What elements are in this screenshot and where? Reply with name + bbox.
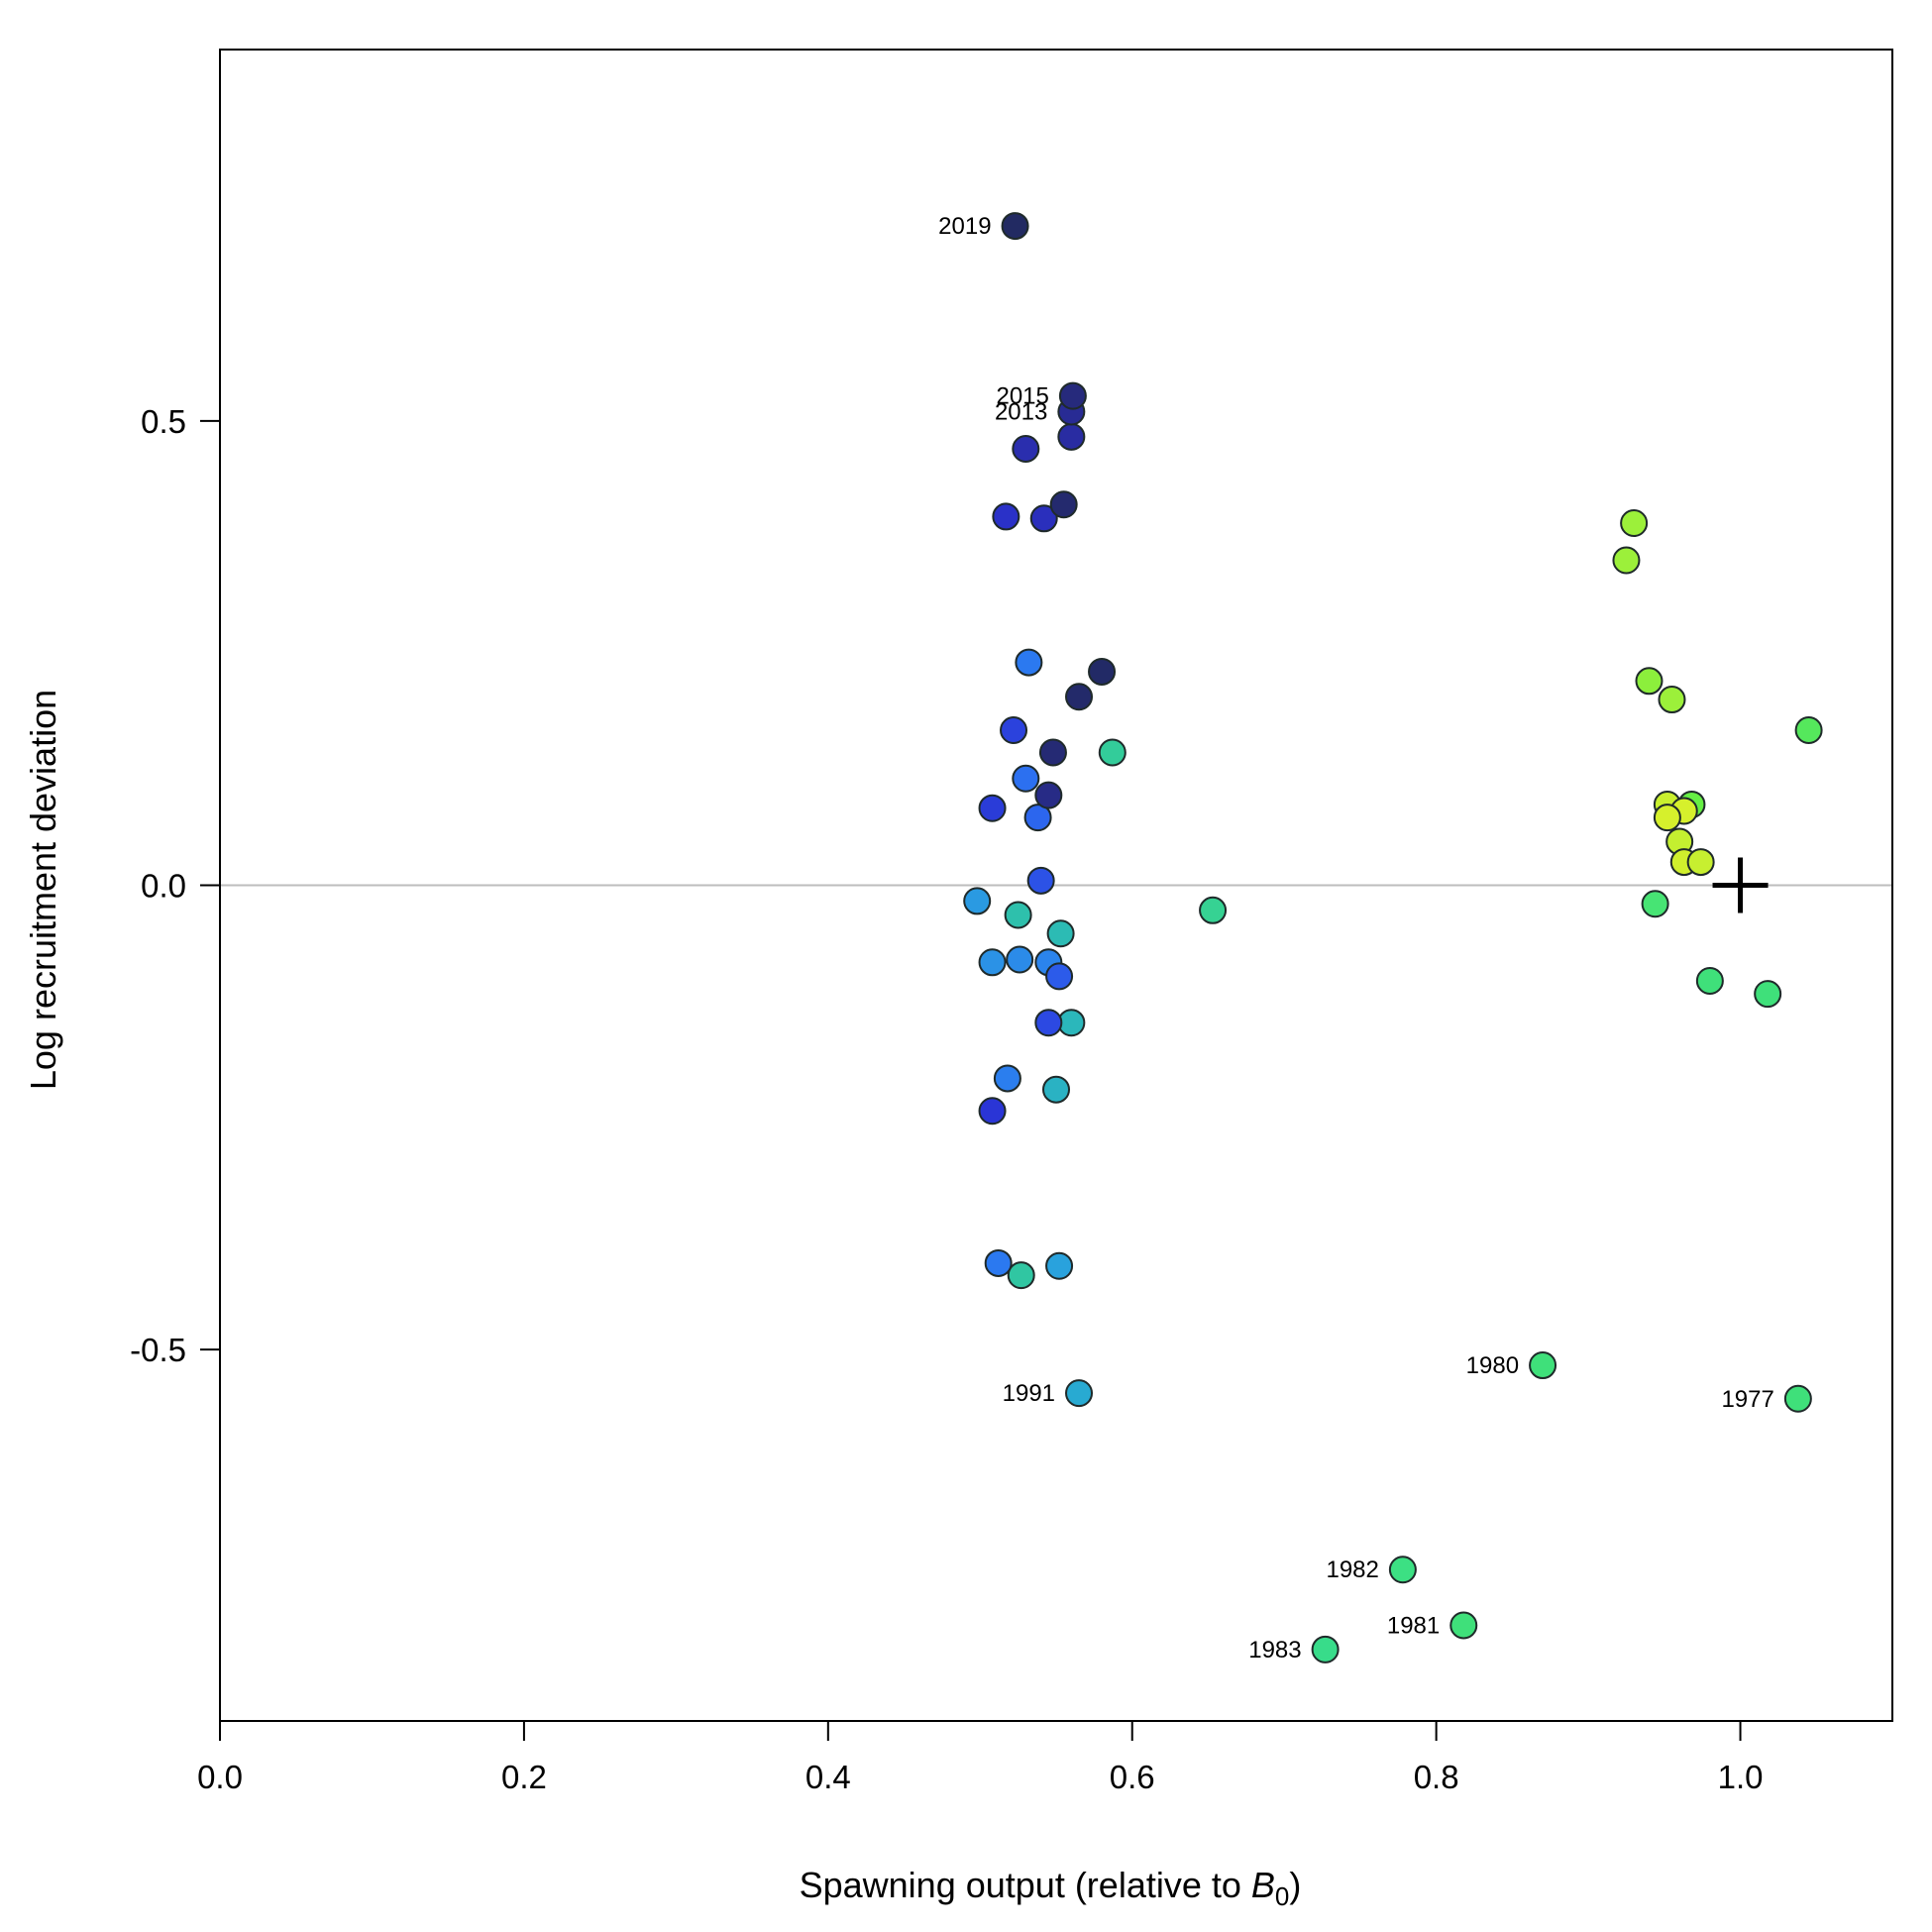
data-point [1088,657,1117,686]
data-point [1199,896,1228,924]
point-year-label: 1981 [1387,1612,1440,1639]
point-year-label: 1982 [1326,1556,1378,1583]
data-point [992,502,1020,531]
data-point [1023,804,1052,832]
x-axis-label-subscript: 0 [1275,1881,1289,1911]
x-axis-label-close: ) [1289,1865,1301,1905]
x-tick-label: 0.0 [197,1759,243,1795]
data-point [1034,1009,1063,1037]
data-point [1015,648,1043,677]
y-axis-ticks: -0.5 0.0 0.5 [130,403,220,1368]
y-tick-label: -0.5 [130,1332,186,1368]
data-point [1065,1379,1094,1408]
data-point [984,1248,1013,1277]
x-tick-label: 0.4 [805,1759,851,1795]
data-point [993,1064,1021,1093]
data-point [1065,683,1094,711]
data-point [963,887,992,915]
data-point [1004,901,1032,929]
y-tick-label: 0.5 [141,403,186,440]
point-year-label: 1980 [1466,1352,1519,1379]
point-year-label: 2013 [995,399,1047,426]
data-point [1098,738,1127,767]
data-point [1695,967,1724,996]
data-point [1057,422,1086,451]
data-point [1794,715,1823,744]
point-year-label: 1991 [1003,1380,1055,1407]
data-points [963,212,1823,1664]
data-point [1686,848,1715,877]
data-point [1049,490,1078,519]
data-point [1783,1384,1812,1413]
y-tick-label: 0.0 [141,868,186,905]
data-point [1449,1611,1478,1640]
data-point [1012,435,1040,464]
data-point [1529,1351,1557,1380]
x-axis-label: Spawning output (relative to B0) [800,1865,1302,1911]
point-year-label: 2019 [938,213,991,240]
data-point [1620,508,1649,537]
data-point [1311,1635,1340,1664]
data-point [1000,715,1028,744]
data-point [1006,945,1034,974]
x-axis-ticks: 0.0 0.2 0.4 0.6 0.8 1.0 [197,1721,1763,1795]
data-point [1042,1075,1070,1104]
data-point [1658,686,1686,714]
data-point [1026,866,1055,895]
data-point [1635,667,1664,696]
data-point [1754,980,1782,1009]
point-year-label: 2015 [996,383,1048,410]
x-axis-label-symbol: B [1251,1865,1275,1905]
data-point [1388,1556,1417,1584]
point-year-label: 1977 [1721,1386,1773,1413]
data-point [1012,764,1040,793]
data-point [1046,919,1075,948]
data-point [1034,781,1063,809]
data-point [978,1097,1007,1126]
data-point [978,794,1007,822]
x-tick-label: 1.0 [1718,1759,1764,1795]
data-point [1038,738,1067,767]
point-year-label: 1983 [1248,1637,1301,1664]
data-point [1058,381,1087,410]
data-point [1653,804,1681,832]
data-point [1045,1251,1074,1280]
x-tick-label: 0.6 [1110,1759,1155,1795]
data-point [1001,212,1029,241]
reference-point-marker [1712,857,1769,913]
data-point [1029,504,1058,533]
data-point [1641,890,1669,918]
x-tick-label: 0.2 [501,1759,547,1795]
data-point [978,948,1007,977]
data-point [1045,962,1074,991]
data-point [1612,546,1641,575]
x-tick-label: 0.8 [1414,1759,1459,1795]
data-point [1007,1261,1035,1290]
y-axis-label: Log recruitment deviation [23,690,63,1090]
plot-border [219,49,1893,1722]
